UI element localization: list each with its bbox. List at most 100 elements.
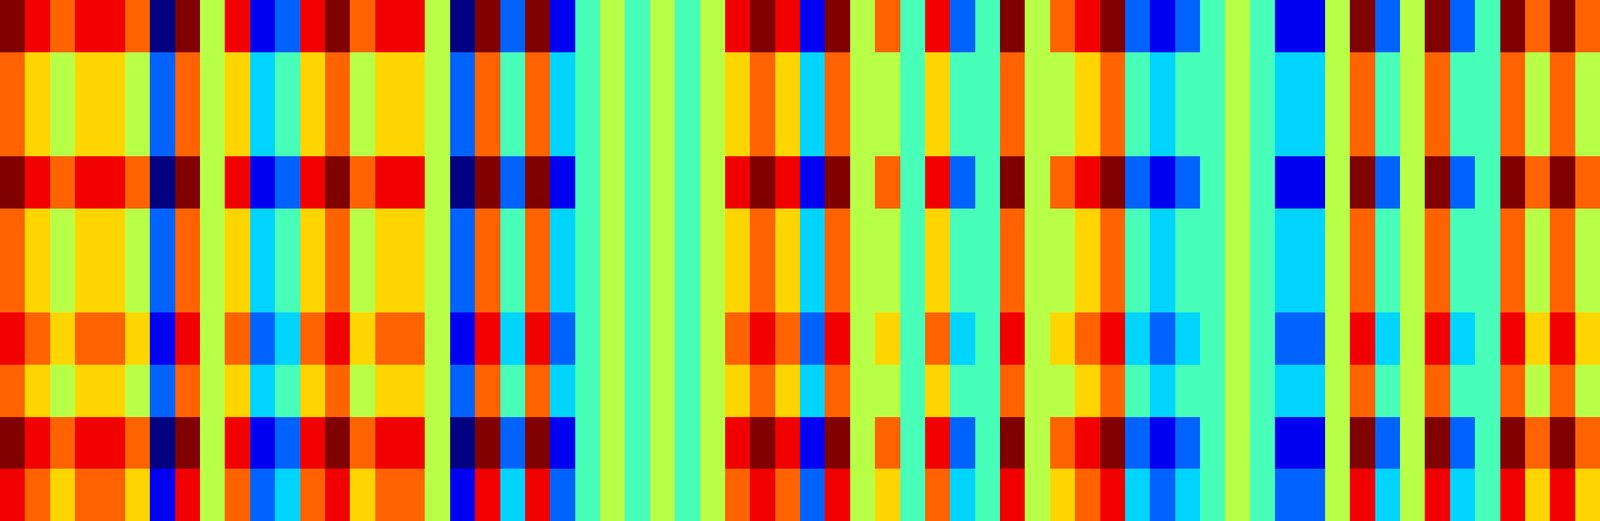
heatmap-cell <box>1300 416 1326 469</box>
heatmap-cell <box>1400 52 1425 104</box>
heatmap-cell <box>900 364 926 417</box>
heatmap-cell <box>624 52 651 104</box>
heatmap-cell <box>300 208 326 261</box>
heatmap-cell <box>800 52 825 104</box>
heatmap-cell <box>925 364 950 417</box>
heatmap-cell <box>824 260 851 313</box>
heatmap-cell <box>1050 416 1075 469</box>
heatmap-cell <box>175 364 200 417</box>
heatmap-cell <box>549 103 576 157</box>
heatmap-cell <box>474 468 501 521</box>
heatmap-cell <box>1500 52 1526 104</box>
heatmap-cell <box>424 260 451 313</box>
heatmap-cell <box>1125 260 1150 313</box>
heatmap-cell <box>1224 103 1251 157</box>
heatmap-cell <box>525 156 550 209</box>
heatmap-cell <box>549 416 576 469</box>
heatmap-cell <box>100 103 126 157</box>
heatmap-cell <box>949 0 976 53</box>
heatmap-cell <box>125 0 150 53</box>
heatmap-cell <box>1100 156 1126 209</box>
heatmap-cell <box>1424 364 1451 417</box>
heatmap-cell <box>1325 416 1350 469</box>
heatmap-cell <box>0 0 25 53</box>
heatmap-cell <box>800 156 825 209</box>
heatmap-cell <box>900 0 926 53</box>
heatmap-cell <box>1125 364 1150 417</box>
heatmap-cell <box>0 416 25 469</box>
heatmap-cell <box>600 0 625 53</box>
heatmap-cell <box>700 103 726 157</box>
heatmap-cell <box>250 52 275 104</box>
heatmap-cell <box>175 0 200 53</box>
heatmap-cell <box>650 260 675 313</box>
heatmap-cell <box>549 52 576 104</box>
heatmap-cell <box>1100 468 1126 521</box>
heatmap-cell <box>874 52 901 104</box>
heatmap-cell <box>575 52 600 104</box>
heatmap-cell <box>74 0 101 53</box>
heatmap-cell <box>525 103 550 157</box>
heatmap-cell <box>300 416 326 469</box>
heatmap-cell <box>1024 260 1051 313</box>
heatmap-cell <box>600 364 625 417</box>
heatmap-cell <box>525 52 550 104</box>
heatmap-cell <box>1474 156 1501 209</box>
heatmap-cell <box>175 416 200 469</box>
heatmap-cell <box>500 0 526 53</box>
heatmap-cell <box>925 103 950 157</box>
heatmap-cell <box>424 52 451 104</box>
heatmap-cell <box>1525 103 1550 157</box>
heatmap-cell <box>1274 103 1301 157</box>
heatmap-cell <box>900 103 926 157</box>
heatmap-cell <box>725 468 750 521</box>
heatmap-cell <box>674 468 701 521</box>
heatmap-cell <box>1250 468 1275 521</box>
heatmap-cell <box>500 52 526 104</box>
heatmap-cell <box>1050 468 1075 521</box>
heatmap-cell <box>1575 468 1600 521</box>
heatmap-cell <box>850 0 875 53</box>
heatmap-cell <box>500 156 526 209</box>
heatmap-cell <box>800 416 825 469</box>
heatmap-cell <box>1274 0 1301 53</box>
heatmap-cell <box>624 468 651 521</box>
heatmap-cell <box>700 364 726 417</box>
heatmap-cell <box>850 52 875 104</box>
heatmap-cell <box>325 260 350 313</box>
heatmap-cell <box>775 260 800 313</box>
heatmap-chart <box>0 0 1600 521</box>
heatmap-cell <box>1200 52 1225 104</box>
heatmap-cell <box>0 156 25 209</box>
heatmap-cell <box>850 364 875 417</box>
heatmap-cell <box>424 208 451 261</box>
heatmap-cell <box>1050 364 1075 417</box>
heatmap-cell <box>700 260 726 313</box>
heatmap-cell <box>24 156 51 209</box>
heatmap-cell <box>300 52 326 104</box>
heatmap-cell <box>375 103 400 157</box>
heatmap-cell <box>1274 416 1301 469</box>
heatmap-cell <box>549 364 576 417</box>
heatmap-cell <box>450 0 475 53</box>
heatmap-cell <box>1500 312 1526 365</box>
heatmap-cell <box>725 416 750 469</box>
heatmap-cell <box>1200 364 1225 417</box>
heatmap-cell <box>1000 208 1025 261</box>
heatmap-cell <box>1024 364 1051 417</box>
heatmap-cell <box>349 364 376 417</box>
heatmap-cell <box>325 468 350 521</box>
heatmap-cell <box>1149 0 1176 53</box>
heatmap-cell <box>224 468 251 521</box>
heatmap-cell <box>925 52 950 104</box>
heatmap-cell <box>575 312 600 365</box>
heatmap-cell <box>775 416 800 469</box>
heatmap-cell <box>1224 208 1251 261</box>
heatmap-cell <box>1149 260 1176 313</box>
heatmap-cell <box>525 208 550 261</box>
heatmap-cell <box>50 103 75 157</box>
heatmap-cell <box>24 260 51 313</box>
heatmap-cell <box>549 208 576 261</box>
heatmap-cell <box>575 364 600 417</box>
heatmap-cell <box>125 208 150 261</box>
